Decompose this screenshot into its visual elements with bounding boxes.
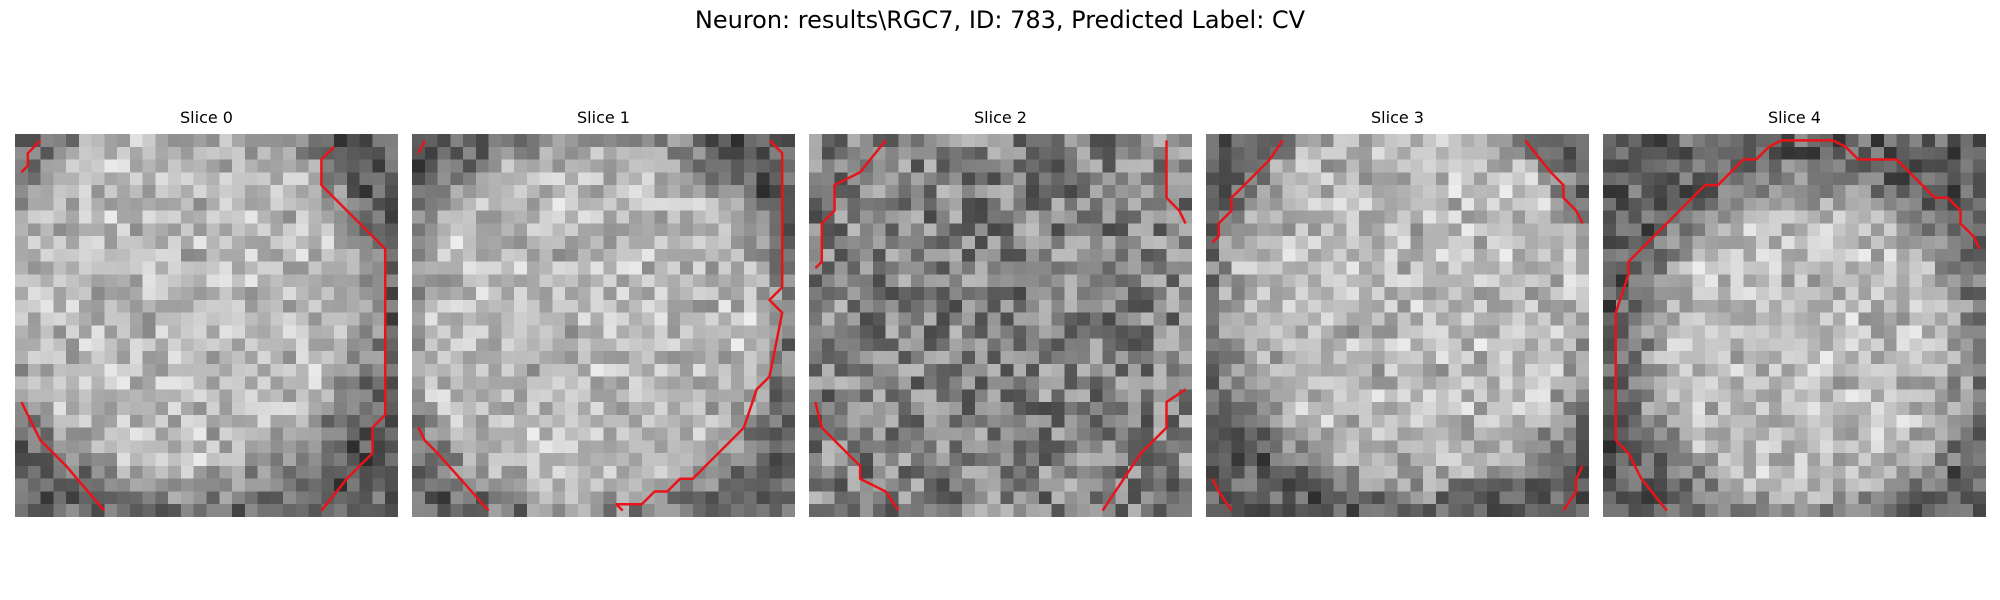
contour-line-1-1 [417, 427, 490, 512]
slice-image-4 [1603, 134, 1986, 517]
slice-image-1 [412, 134, 795, 517]
contour-line-3-2 [1211, 478, 1233, 512]
contour-line-0-2 [320, 145, 387, 512]
contour-overlay-1 [417, 139, 784, 512]
contour-line-0-1 [20, 401, 106, 512]
contour-line-2-2 [814, 401, 900, 512]
contour-overlay-0 [20, 139, 387, 512]
slice-title-2: Slice 2 [974, 108, 1027, 127]
contour-line-3-0 [1211, 139, 1284, 244]
contour-overlay-2 [814, 139, 1187, 512]
contour-line-2-0 [814, 139, 887, 269]
contour-line-2-3 [1101, 388, 1187, 512]
contour-line-1-0 [417, 139, 426, 154]
contour-overlay-3 [1211, 139, 1584, 512]
contour-line-4-0 [1614, 139, 1981, 512]
figure-title: Neuron: results\RGC7, ID: 783, Predicted… [694, 6, 1306, 34]
slice-image-3 [1206, 134, 1589, 517]
slice-title-0: Slice 0 [180, 108, 233, 127]
contour-line-3-3 [1562, 465, 1584, 512]
contour-line-0-0 [20, 139, 42, 174]
slice-title-1: Slice 1 [577, 108, 630, 127]
slice-title-4: Slice 4 [1768, 108, 1821, 127]
slice-title-3: Slice 3 [1371, 108, 1424, 127]
slice-image-2 [809, 134, 1192, 517]
contour-line-1-2 [615, 139, 784, 512]
contour-line-3-1 [1524, 139, 1584, 224]
contour-overlay-4 [1614, 139, 1981, 512]
contour-line-2-1 [1165, 140, 1187, 224]
